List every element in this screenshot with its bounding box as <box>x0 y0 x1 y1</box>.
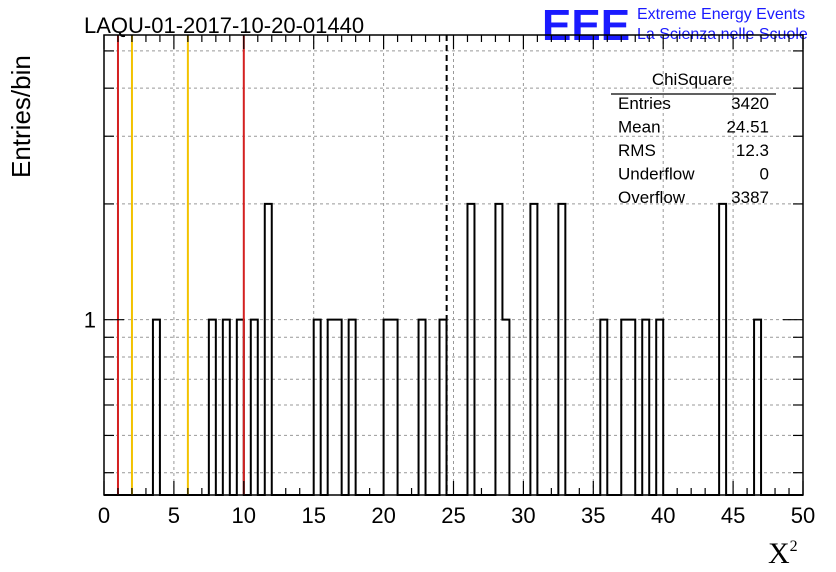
x-tick-label: 20 <box>371 503 395 528</box>
histogram-bin <box>642 320 649 495</box>
y-axis-label: Entries/bin <box>6 55 36 178</box>
stats-rows: Entries 3420 Mean 24.51 RMS 12.3 Underflow 0 Ove… <box>618 94 769 207</box>
stats-box: ChiSquare Entries 3420 Mean 24.51 RMS 12.3 Und… <box>608 70 776 207</box>
x-tick-label: 10 <box>232 503 256 528</box>
histogram-bin <box>502 320 509 495</box>
histogram-bin <box>530 204 537 495</box>
histogram-bin <box>384 320 391 495</box>
histogram-bin <box>391 320 398 495</box>
stats-row-value: 24.51 <box>726 118 769 137</box>
eee-logo-text: EEE <box>542 1 630 50</box>
stats-row-label: Underflow <box>618 165 695 184</box>
x-tick-label: 15 <box>301 503 325 528</box>
x-axis-label-superscript: 2 <box>790 538 798 555</box>
stats-row-label: Mean <box>618 118 661 137</box>
x-axis-label-base: X <box>768 537 790 570</box>
histogram-bin <box>600 320 607 495</box>
x-tick-label: 50 <box>791 503 815 528</box>
x-tick-label: 30 <box>511 503 535 528</box>
histogram-bin <box>440 320 447 495</box>
eee-logo-line1: Extreme Energy Events <box>637 6 805 23</box>
tick-labels-layer: 0 5 10 15 20 25 30 35 40 45 50 1 <box>84 308 815 528</box>
stats-row-label: RMS <box>618 141 656 160</box>
x-tick-label: 45 <box>721 503 745 528</box>
histogram-bin <box>495 204 502 495</box>
x-tick-label: 35 <box>581 503 605 528</box>
stats-row-value: 12.3 <box>736 141 769 160</box>
vertical-lines-layer <box>116 35 448 495</box>
histogram-bin <box>419 320 426 495</box>
histogram-bin <box>209 320 216 495</box>
histogram-bin <box>328 320 335 495</box>
stats-row-value: 0 <box>760 165 769 184</box>
stats-row-value: 3420 <box>731 94 769 113</box>
histogram-bin <box>153 320 160 495</box>
x-tick-label: 5 <box>168 503 180 528</box>
x-tick-label: 25 <box>441 503 465 528</box>
histogram-bin <box>265 204 272 495</box>
histogram-bin <box>335 320 342 495</box>
y-tick-label: 1 <box>84 308 96 333</box>
histogram-bin <box>251 320 258 495</box>
histogram-bin <box>621 320 628 495</box>
histogram-bin <box>558 204 565 495</box>
stats-title: ChiSquare <box>652 70 732 89</box>
x-tick-label: 0 <box>98 503 110 528</box>
chart-title: LAQU-01-2017-10-20-01440 <box>84 13 364 38</box>
histogram-bin <box>223 320 230 495</box>
histogram-bin <box>314 320 321 495</box>
x-axis-label: X2 <box>768 537 798 570</box>
axes-layer <box>103 34 804 496</box>
histogram-bin <box>719 204 726 495</box>
stats-row-value: 3387 <box>731 188 769 207</box>
eee-logo: EEE Extreme Energy Events La Scienza nel… <box>542 1 808 50</box>
x-tick-label: 40 <box>651 503 675 528</box>
stats-row-label: Overflow <box>618 188 686 207</box>
histogram-bin <box>656 320 663 495</box>
histogram-bin <box>467 204 474 495</box>
histogram-bin <box>237 320 244 495</box>
histogram-bin <box>628 320 635 495</box>
stats-box-frame <box>608 72 776 207</box>
histogram-bin <box>349 320 356 495</box>
stats-row-label: Entries <box>618 94 671 113</box>
histogram-bin <box>754 320 761 495</box>
